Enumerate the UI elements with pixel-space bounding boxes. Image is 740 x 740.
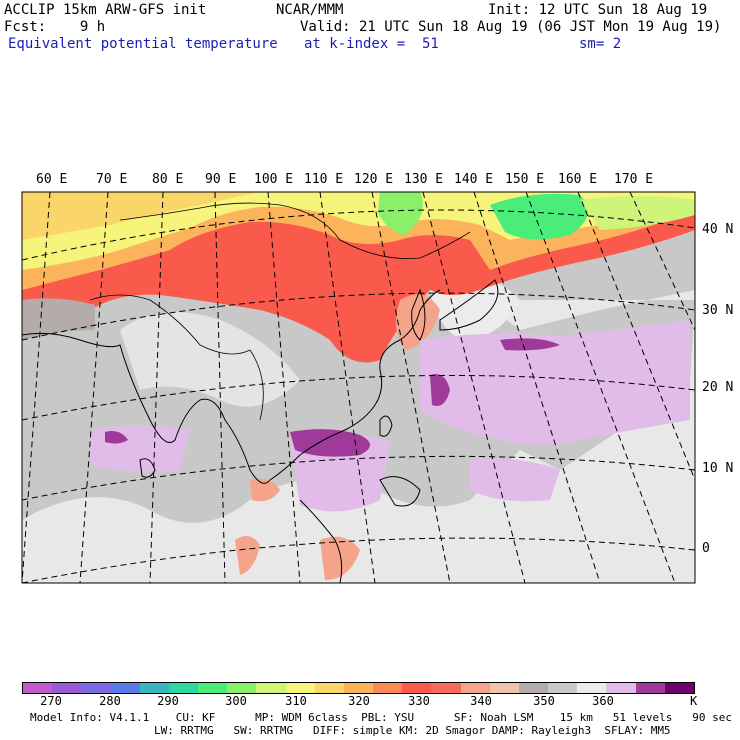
colorbar-swatch [314,683,344,693]
lon-label-70e: 70 E [96,172,128,187]
lat-label-equator: 0 [702,541,710,556]
colorbar-tick-280: 280 [99,694,121,708]
colorbar-tick-360: 360 [592,694,614,708]
colorbar-unit: K [690,694,698,708]
lon-label-110e: 110 E [304,172,344,187]
theta-e-field [22,192,695,583]
map-border [21,191,696,584]
lon-label-90e: 90 E [205,172,237,187]
colorbar [22,682,695,694]
lon-label-150e: 150 E [505,172,545,187]
organization-label: NCAR/MMM [276,2,344,18]
colorbar-swatch [285,683,315,693]
colorbar-swatch [460,683,490,693]
lon-label-140e: 140 E [454,172,494,187]
colorbar-tick-300: 300 [225,694,247,708]
graticule [22,192,695,583]
colorbar-tick-330: 330 [408,694,430,708]
colorbar-swatch [168,683,199,693]
forecast-hour: Fcst: 9 h [4,19,106,35]
colorbar-tick-340: 340 [470,694,492,708]
colorbar-swatch [81,683,111,693]
colorbar-swatch [139,683,169,693]
colorbar-swatch [227,683,257,693]
colorbar-tick-270: 270 [40,694,62,708]
model-title: ACCLIP 15km ARW-GFS init [4,2,207,18]
lon-label-160e: 160 E [558,172,598,187]
colorbar-tick-290: 290 [157,694,179,708]
colorbar-swatch [664,683,694,693]
colorbar-tick-320: 320 [348,694,370,708]
field-name: Equivalent potential temperature [8,36,278,52]
lon-label-120e: 120 E [354,172,394,187]
colorbar-tick-350: 350 [533,694,555,708]
lat-label-30n: 30 N [702,303,734,318]
colorbar-tick-310: 310 [285,694,307,708]
colorbar-swatch [256,683,286,693]
colorbar-swatch [110,683,140,693]
colorbar-swatch [577,683,607,693]
colorbar-swatch [52,683,82,693]
colorbar-swatch [23,683,53,693]
lon-label-100e: 100 E [254,172,294,187]
colorbar-swatch [606,683,636,693]
colorbar-swatch [402,683,432,693]
coastlines [21,279,499,584]
colorbar-swatch [343,683,374,693]
colorbar-swatch [489,683,519,693]
model-info-line1: Model Info: V4.1.1 CU: KF MP: WDM 6class… [30,711,732,724]
colorbar-swatch [198,683,228,693]
colorbar-swatch [635,683,665,693]
colorbar-swatch [431,683,461,693]
valid-time: Valid: 21 UTC Sun 18 Aug 19 (06 JST Mon … [300,19,722,35]
lat-label-20n: 20 N [702,380,734,395]
country-borders [89,202,471,421]
lat-label-40n: 40 N [702,222,734,237]
level-info: at k-index = 51 [304,36,439,52]
init-time: Init: 12 UTC Sun 18 Aug 19 [488,2,708,18]
smoothing-info: sm= 2 [579,36,622,52]
lon-label-60e: 60 E [36,172,68,187]
lat-label-10n: 10 N [702,461,734,476]
lon-label-80e: 80 E [152,172,184,187]
colorbar-swatch [518,683,549,693]
lon-label-130e: 130 E [404,172,444,187]
model-info-line2: LW: RRTMG SW: RRTMG DIFF: simple KM: 2D … [154,724,671,737]
colorbar-swatch [373,683,403,693]
lon-label-170e: 170 E [614,172,654,187]
colorbar-swatch [548,683,578,693]
